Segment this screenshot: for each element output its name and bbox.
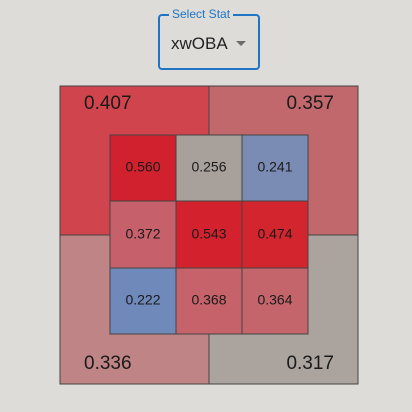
inner-zone-1[interactable] — [109, 134, 177, 202]
inner-zone-9[interactable] — [241, 267, 309, 335]
inner-zone-8-value: 0.368 — [191, 292, 226, 308]
inner-zone-2-value: 0.256 — [191, 159, 226, 175]
inner-zone-6[interactable] — [241, 200, 309, 269]
inner-zone-8[interactable] — [175, 267, 243, 335]
stat-select-value[interactable]: xwOBA — [171, 34, 228, 53]
outer-zone-top-right-value: 0.357 — [286, 93, 334, 114]
inner-zone-9-value: 0.364 — [257, 292, 292, 308]
inner-zone-3[interactable] — [241, 134, 309, 202]
inner-zone-1-value: 0.560 — [125, 159, 160, 175]
inner-zone-2[interactable] — [175, 134, 243, 202]
outer-zone-bottom-right-value: 0.317 — [286, 353, 334, 374]
chevron-down-icon[interactable] — [236, 41, 246, 46]
inner-zone-3-value: 0.241 — [257, 159, 292, 175]
inner-zone-4-value: 0.372 — [125, 226, 160, 242]
outer-zone-top-left-value: 0.407 — [84, 93, 132, 114]
stat-select-label: Select Stat — [169, 7, 234, 21]
outer-zone-bottom-left-value: 0.336 — [84, 353, 132, 374]
inner-zone-6-value: 0.474 — [257, 226, 292, 242]
stat-select[interactable]: Select Stat xwOBA — [158, 7, 260, 70]
inner-zone-4[interactable] — [109, 200, 177, 269]
inner-zone-5[interactable] — [175, 200, 243, 269]
inner-zones: 0.560 0.256 0.241 0.372 0.543 0.474 0.22… — [109, 134, 309, 335]
inner-zone-7-value: 0.222 — [125, 292, 160, 308]
inner-zone-5-value: 0.543 — [191, 226, 226, 242]
